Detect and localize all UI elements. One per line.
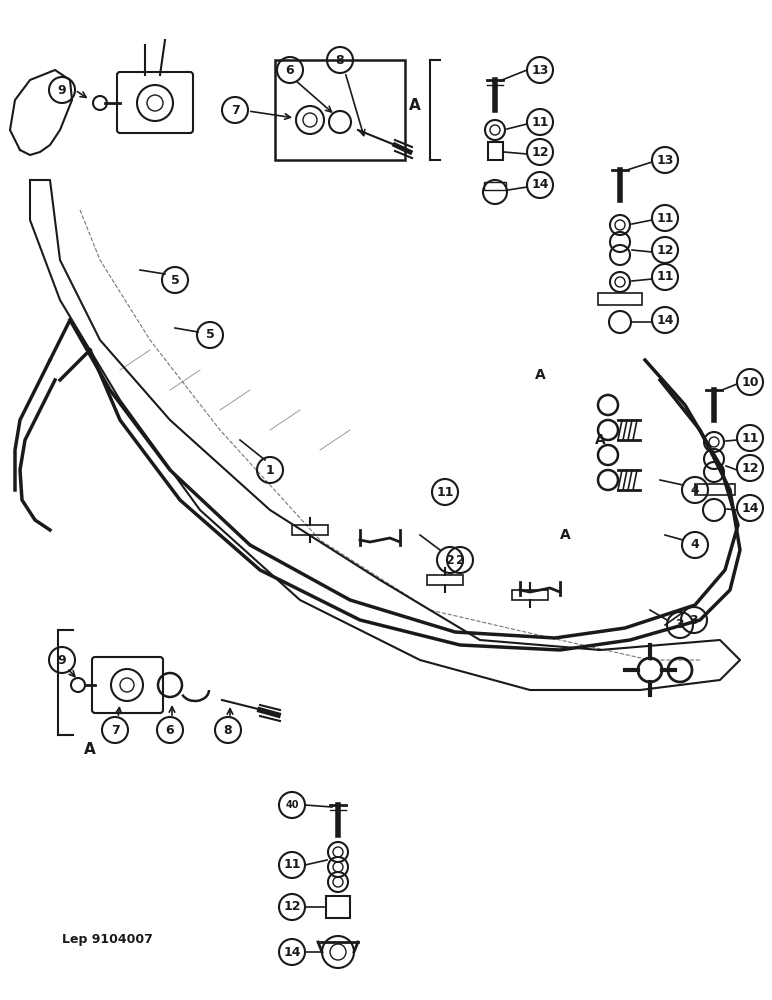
Text: 8: 8	[336, 53, 344, 66]
Text: 8: 8	[224, 724, 232, 736]
Text: Lep 9104007: Lep 9104007	[62, 934, 153, 946]
Text: 9: 9	[58, 84, 66, 97]
Text: 12: 12	[656, 243, 674, 256]
Text: 9: 9	[58, 654, 66, 666]
Bar	[292, 525, 328, 535]
Bar	[275, 60, 405, 160]
Text: 12: 12	[531, 145, 549, 158]
Text: A: A	[594, 433, 605, 447]
Text: A: A	[409, 98, 421, 112]
Text: 1: 1	[266, 464, 274, 477]
Text: 3: 3	[676, 618, 684, 632]
Text: 14: 14	[656, 314, 674, 326]
Text: 6: 6	[166, 724, 174, 736]
Text: 11: 11	[283, 858, 301, 871]
Text: 2: 2	[455, 554, 465, 566]
Text: 14: 14	[741, 502, 759, 514]
Bar	[326, 896, 350, 918]
Bar	[512, 590, 548, 600]
Text: 5: 5	[205, 328, 215, 342]
Text: A: A	[535, 368, 545, 382]
Text: 10: 10	[741, 375, 759, 388]
Bar	[598, 293, 642, 305]
Text: 3: 3	[689, 613, 699, 626]
Text: 11: 11	[741, 432, 759, 444]
Bar	[695, 484, 735, 495]
Text: 7: 7	[110, 724, 120, 736]
Text: 5: 5	[171, 273, 179, 286]
Text: 7: 7	[231, 104, 239, 116]
Text: 40: 40	[285, 800, 299, 810]
Bar	[427, 575, 463, 585]
Bar	[484, 182, 506, 190]
Text: 11: 11	[531, 115, 549, 128]
Text: 12: 12	[741, 462, 759, 475]
Text: 11: 11	[436, 486, 454, 498]
Text: 14: 14	[531, 178, 549, 192]
Text: A: A	[84, 742, 96, 758]
Text: 11: 11	[656, 212, 674, 225]
Text: 4: 4	[691, 484, 699, 496]
Text: 12: 12	[283, 900, 301, 914]
Text: 2: 2	[445, 554, 455, 566]
Text: 11: 11	[656, 270, 674, 284]
Text: 6: 6	[286, 64, 294, 77]
Text: 4: 4	[691, 538, 699, 552]
Bar	[488, 142, 503, 160]
Text: 13: 13	[656, 153, 674, 166]
Text: 14: 14	[283, 946, 301, 958]
Text: 13: 13	[531, 64, 549, 77]
Text: A: A	[560, 528, 571, 542]
